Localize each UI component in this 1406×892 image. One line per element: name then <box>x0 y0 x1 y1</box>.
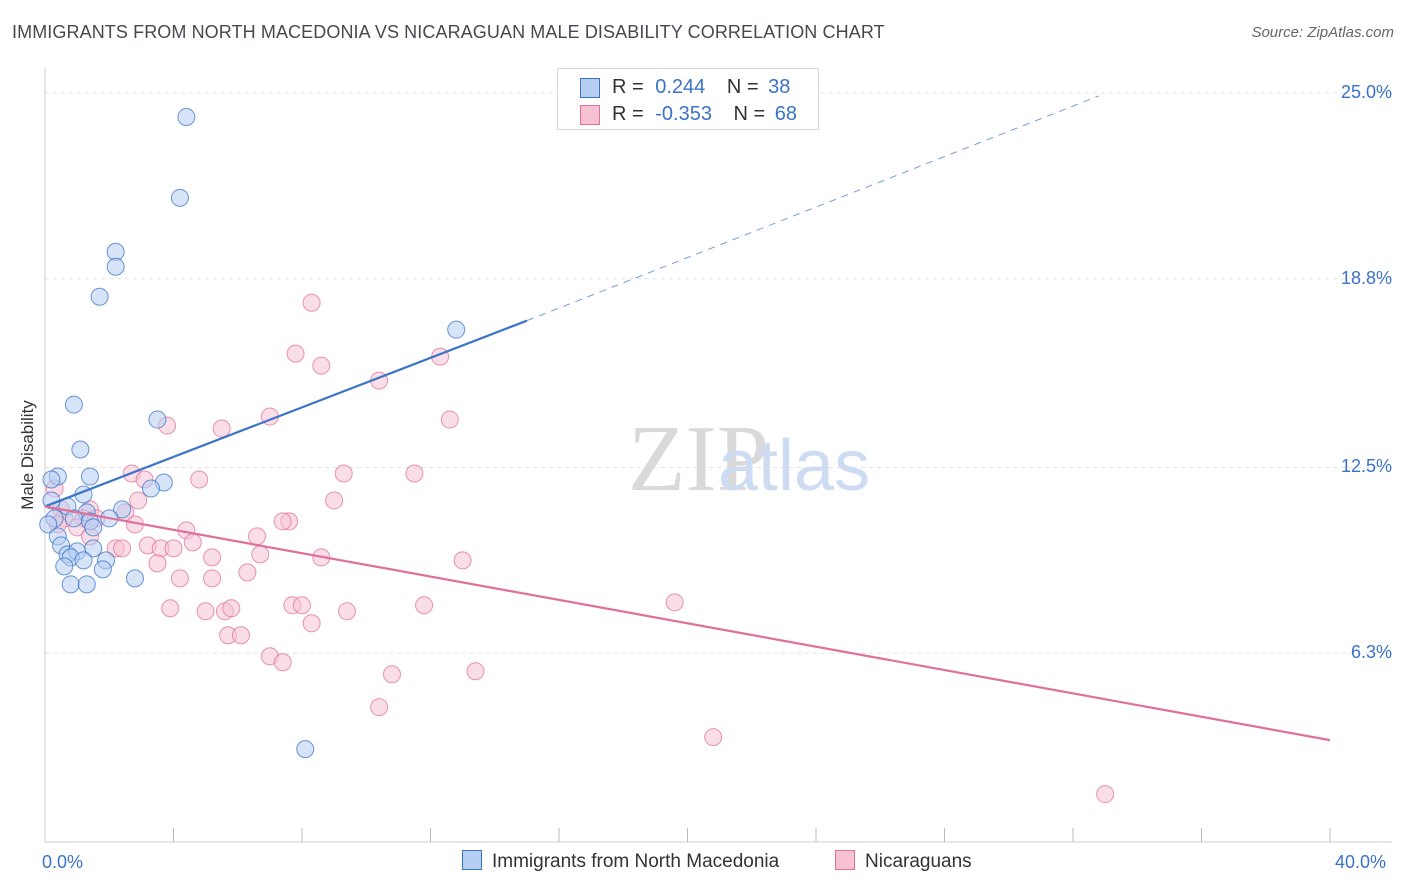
nicaraguans-point <box>190 470 209 489</box>
watermark-zip: ZIP <box>628 407 769 511</box>
nicaraguans-point <box>325 491 344 510</box>
nicaraguans-point <box>273 512 292 531</box>
r-value: 0.244 <box>655 76 706 98</box>
north-macedonia-point <box>113 500 132 519</box>
nicaraguans-point <box>273 653 292 672</box>
nicaraguans-point <box>1096 785 1115 804</box>
north-macedonia-point <box>80 467 99 486</box>
stats-legend: R = 0.244 N = 38 R = -0.353 N = 68 <box>557 68 819 130</box>
north-macedonia-point <box>55 557 74 576</box>
legend-item-nicaraguans: Nicaraguans <box>835 850 972 873</box>
nicaraguans-point <box>203 569 222 588</box>
swatch-pink <box>580 105 600 125</box>
n-label: N = <box>726 76 759 98</box>
nicaraguans-point <box>286 344 305 363</box>
nicaraguans-point <box>183 533 202 552</box>
watermark: ZIP atlas <box>628 407 870 511</box>
r-label: R = <box>612 76 644 98</box>
legend-swatch-blue <box>462 850 482 870</box>
nicaraguans-point <box>203 548 222 567</box>
north-macedonia-point <box>125 569 144 588</box>
x-tick-label-min: 0.0% <box>42 852 84 872</box>
nicaraguans-point <box>231 626 250 645</box>
nicaraguans-points <box>45 293 1115 804</box>
north-macedonia-point <box>177 107 196 126</box>
nicaraguans-point <box>382 665 401 684</box>
nicaraguans-point <box>222 599 241 618</box>
n-value: 68 <box>774 103 798 125</box>
nicaraguans-point <box>196 602 215 621</box>
north-macedonia-trend-line <box>44 319 528 508</box>
nicaraguans-point <box>334 464 353 483</box>
y-tick-label: 12.5% <box>1340 456 1392 477</box>
north-macedonia-point <box>296 740 315 759</box>
north-macedonia-point <box>42 470 61 489</box>
north-macedonia-point <box>71 440 90 459</box>
north-macedonia-point <box>142 479 161 498</box>
nicaraguans-point <box>405 464 424 483</box>
nicaraguans-point <box>113 539 132 558</box>
nicaraguans-point <box>161 599 180 618</box>
legend-item-north-macedonia: Immigrants from North Macedonia <box>462 850 779 873</box>
nicaraguans-point <box>251 545 270 564</box>
nicaraguans-point <box>164 539 183 558</box>
nicaraguans-point <box>170 569 189 588</box>
north-macedonia-point <box>90 287 109 306</box>
north-macedonia-point <box>74 551 93 570</box>
r-value: -0.353 <box>655 103 712 125</box>
chart-title: IMMIGRANTS FROM NORTH MACEDONIA VS NICAR… <box>12 22 885 42</box>
north-macedonia-point <box>39 515 58 534</box>
x-tick-label-max: 40.0% <box>1335 852 1387 872</box>
north-macedonia-point <box>106 242 125 261</box>
nicaraguans-point <box>440 410 459 429</box>
y-tick-label: 18.8% <box>1340 267 1392 288</box>
nicaraguans-point <box>466 662 485 681</box>
nicaraguans-point <box>704 728 723 747</box>
trend-lines <box>44 95 1331 742</box>
y-tick-label: 25.0% <box>1340 81 1392 102</box>
y-axis-label: Male Disability <box>18 400 37 510</box>
nicaraguans-point <box>302 614 321 633</box>
nicaraguans-point <box>248 527 267 546</box>
nicaraguans-point <box>302 293 321 312</box>
north-macedonia-point <box>447 320 466 339</box>
nicaraguans-point <box>370 698 389 717</box>
nicaraguans-trend-line <box>44 505 1331 742</box>
north-macedonia-point <box>170 188 189 207</box>
r-label: R = <box>612 103 644 125</box>
n-value: 38 <box>768 76 791 98</box>
nicaraguans-point <box>665 593 684 612</box>
north-macedonia-point <box>106 257 125 276</box>
nicaraguans-point <box>212 419 231 438</box>
north-macedonia-point <box>77 575 96 594</box>
legend-label: Nicaraguans <box>865 851 972 872</box>
y-tick-label: 6.3% <box>1350 642 1392 663</box>
legend-swatch-pink <box>835 850 855 870</box>
nicaraguans-point <box>312 356 331 375</box>
n-label: N = <box>733 103 766 125</box>
north-macedonia-trend-extension <box>526 95 1099 322</box>
nicaraguans-point <box>415 596 434 615</box>
nicaraguans-point <box>238 563 257 582</box>
north-macedonia-point <box>148 410 167 429</box>
nicaraguans-point <box>293 596 311 615</box>
nicaraguans-point <box>129 491 148 510</box>
source-label: Source: ZipAtlas.com <box>1251 24 1394 41</box>
north-macedonia-point <box>64 395 83 414</box>
axes <box>44 68 1392 843</box>
north-macedonia-point <box>93 560 112 579</box>
swatch-blue <box>580 78 600 98</box>
nicaraguans-point <box>148 554 167 573</box>
nicaraguans-point <box>453 551 472 570</box>
watermark-atlas: atlas <box>718 426 870 506</box>
legend-label: Immigrants from North Macedonia <box>492 851 780 872</box>
north-macedonia-point <box>84 518 103 537</box>
north-macedonia-points <box>39 107 466 759</box>
nicaraguans-point <box>337 602 356 621</box>
north-macedonia-point <box>61 575 80 594</box>
